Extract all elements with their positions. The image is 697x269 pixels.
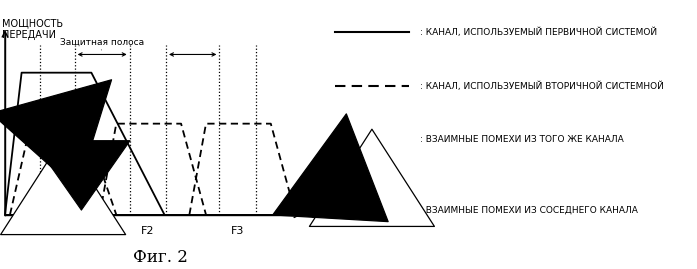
Text: ЧАСТОТА: ЧАСТОТА bbox=[306, 210, 352, 220]
Text: F1: F1 bbox=[49, 226, 63, 236]
Text: : КАНАЛ, ИСПОЛЬЗУЕМЫЙ ПЕРВИЧНОЙ СИСТЕМОЙ: : КАНАЛ, ИСПОЛЬЗУЕМЫЙ ПЕРВИЧНОЙ СИСТЕМОЙ bbox=[420, 27, 657, 37]
Text: МОЩНОСТЬ
ПЕРЕДАЧИ: МОЩНОСТЬ ПЕРЕДАЧИ bbox=[1, 18, 63, 40]
Text: Защитная полоса: Защитная полоса bbox=[60, 38, 144, 47]
Text: : ВЗАИМНЫЕ ПОМЕХИ ИЗ ТОГО ЖЕ КАНАЛА: : ВЗАИМНЫЕ ПОМЕХИ ИЗ ТОГО ЖЕ КАНАЛА bbox=[420, 135, 624, 144]
Text: F2: F2 bbox=[141, 226, 155, 236]
Text: : ВЗАИМНЫЕ ПОМЕХИ ИЗ СОСЕДНЕГО КАНАЛА: : ВЗАИМНЫЕ ПОМЕХИ ИЗ СОСЕДНЕГО КАНАЛА bbox=[420, 205, 638, 214]
Text: F3: F3 bbox=[231, 226, 244, 236]
Text: Фиг. 2: Фиг. 2 bbox=[133, 249, 187, 266]
Text: : КАНАЛ, ИСПОЛЬЗУЕМЫЙ ВТОРИЧНОЙ СИСТЕМНОЙ: : КАНАЛ, ИСПОЛЬЗУЕМЫЙ ВТОРИЧНОЙ СИСТЕМНО… bbox=[420, 81, 664, 91]
